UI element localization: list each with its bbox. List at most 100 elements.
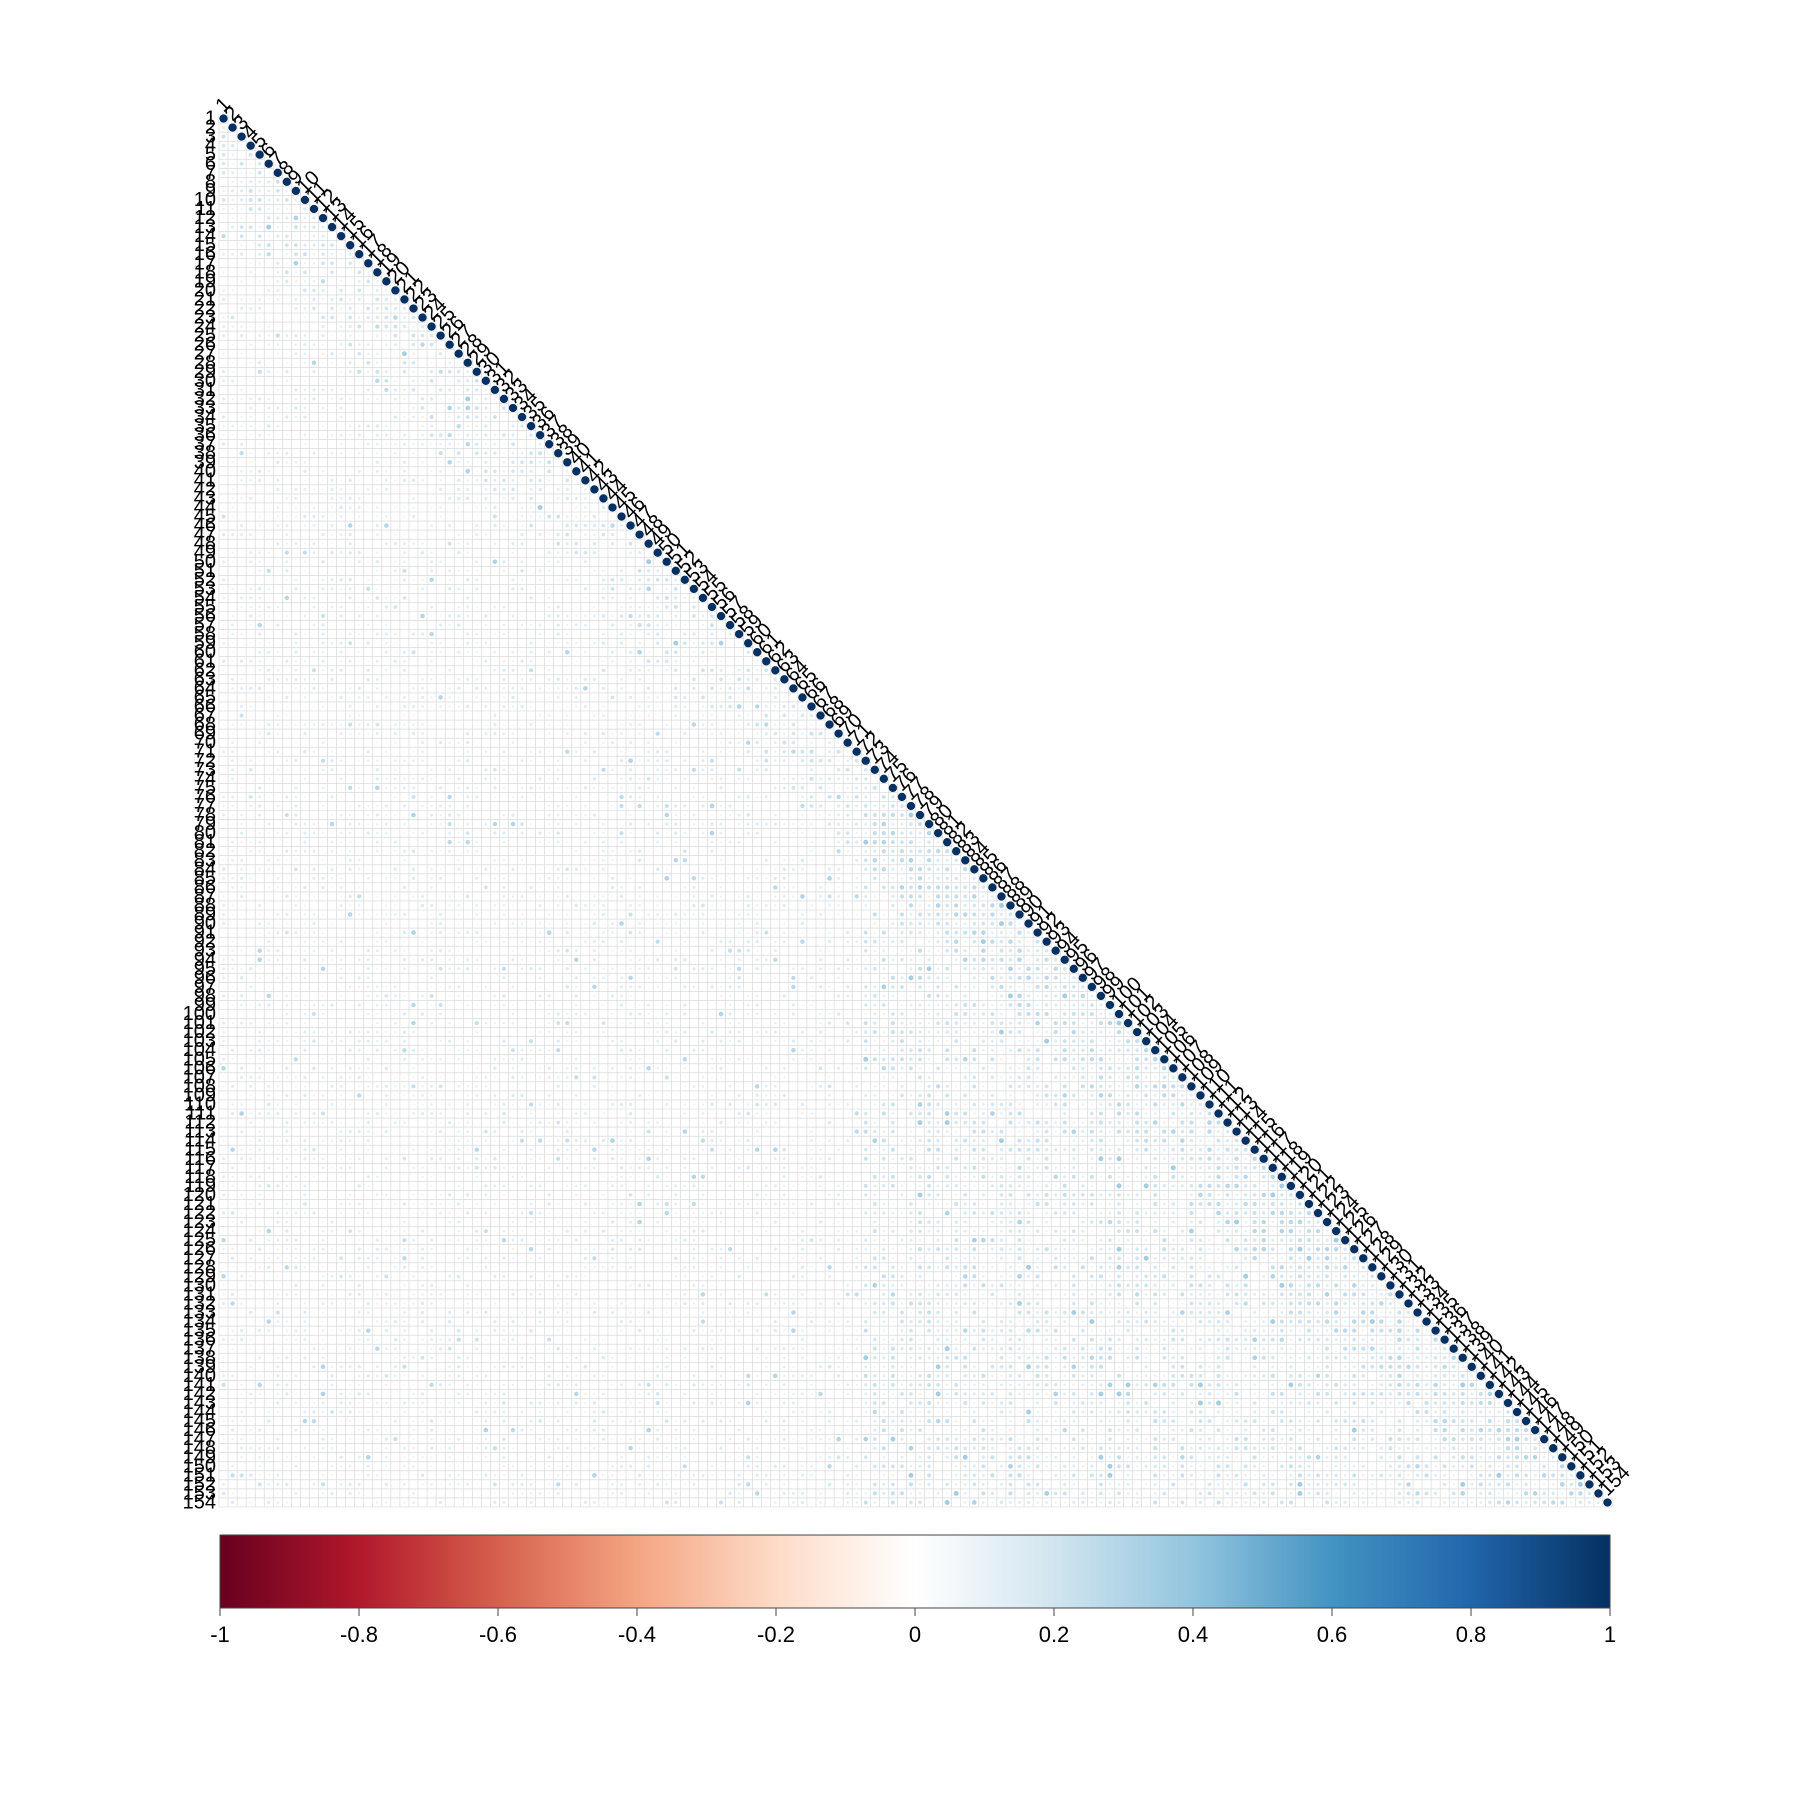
correlation-cell	[792, 877, 795, 880]
correlation-cell	[430, 958, 434, 962]
correlation-cell	[846, 859, 849, 862]
correlation-cell	[629, 786, 632, 789]
correlation-cell	[303, 569, 306, 572]
correlation-cell	[385, 361, 388, 364]
correlation-cell	[692, 786, 696, 790]
correlation-cell	[836, 749, 841, 754]
correlation-cell	[972, 939, 977, 944]
correlation-cell	[449, 868, 451, 870]
correlation-cell	[340, 542, 342, 545]
correlation-cell	[601, 940, 605, 944]
correlation-cell	[376, 877, 379, 880]
correlation-cell	[258, 867, 262, 871]
correlation-cell	[321, 623, 325, 627]
correlation-cell	[222, 352, 225, 355]
correlation-cell	[521, 551, 524, 554]
correlation-cell	[494, 678, 496, 680]
correlation-cell	[403, 868, 406, 871]
correlation-cell	[919, 940, 921, 943]
correlation-cell	[231, 840, 235, 844]
correlation-cell	[240, 777, 243, 780]
correlation-cell	[494, 407, 496, 409]
correlation-cell	[574, 578, 578, 582]
correlation-cell	[439, 940, 442, 943]
correlation-cell	[376, 967, 379, 970]
correlation-cell	[447, 813, 452, 817]
correlation-cell	[230, 189, 235, 193]
correlation-cell	[918, 912, 923, 917]
correlation-cell	[738, 850, 741, 853]
correlation-cell	[240, 207, 243, 211]
correlation-cell	[981, 967, 986, 971]
correlation-cell	[828, 741, 832, 745]
correlation-cell	[773, 695, 777, 700]
correlation-cell	[972, 976, 976, 980]
correlation-cell	[357, 279, 361, 283]
correlation-cell	[457, 823, 460, 825]
correlation-cell	[675, 886, 677, 888]
correlation-cell	[1036, 1030, 1039, 1034]
correlation-cell	[801, 1022, 804, 1024]
correlation-cell	[729, 778, 731, 780]
correlation-cell	[927, 976, 931, 980]
correlation-cell	[493, 1022, 496, 1025]
correlation-cell	[900, 840, 904, 845]
correlation-cell	[547, 714, 551, 717]
correlation-cell	[249, 361, 252, 364]
correlation-cell	[692, 696, 695, 699]
correlation-cell	[484, 867, 488, 871]
correlation-cell	[448, 994, 451, 998]
correlation-cell	[358, 778, 361, 780]
correlation-cell	[466, 379, 470, 383]
correlation-cell	[1027, 1021, 1030, 1025]
correlation-cell	[557, 786, 560, 789]
correlation-cell	[402, 442, 406, 446]
correlation-cell	[258, 524, 261, 527]
correlation-cell	[222, 334, 226, 338]
correlation-cell	[322, 452, 324, 455]
correlation-cell	[321, 578, 325, 582]
correlation-cell	[946, 958, 949, 961]
correlation-cell	[665, 1012, 669, 1016]
correlation-cell	[322, 795, 324, 798]
correlation-cell	[249, 298, 252, 301]
correlation-cell	[239, 659, 244, 663]
correlation-cell	[638, 551, 642, 555]
correlation-cell	[593, 1004, 596, 1006]
correlation-cell	[222, 479, 225, 482]
correlation-cell	[720, 904, 722, 907]
correlation-cell	[322, 551, 324, 554]
correlation-cell	[629, 668, 633, 672]
correlation-cell	[665, 687, 668, 690]
correlation-cell	[447, 405, 452, 411]
correlation-cell	[258, 714, 261, 717]
correlation-cell	[575, 660, 578, 663]
correlation-cell	[439, 751, 442, 753]
correlation-cell	[1017, 930, 1022, 935]
correlation-cell	[918, 930, 922, 935]
correlation-cell	[430, 624, 433, 626]
correlation-cell	[837, 886, 840, 889]
correlation-cell	[574, 903, 578, 908]
correlation-cell	[412, 488, 415, 491]
correlation-cell	[575, 985, 578, 989]
correlation-cell	[429, 342, 434, 347]
correlation-cell	[502, 487, 506, 492]
correlation-cell	[556, 605, 560, 609]
correlation-cell	[719, 750, 723, 753]
correlation-cell	[720, 651, 722, 654]
correlation-cell	[629, 578, 632, 581]
correlation-cell	[339, 433, 343, 437]
correlation-cell	[628, 587, 633, 591]
correlation-cell	[883, 787, 885, 789]
correlation-cell	[747, 696, 750, 699]
correlation-cell	[385, 868, 388, 871]
correlation-cell	[375, 560, 379, 564]
correlation-cell	[476, 778, 478, 780]
correlation-cell	[367, 633, 369, 635]
correlation-cell	[439, 841, 442, 843]
correlation-cell	[1017, 940, 1022, 944]
correlation-cell	[294, 1031, 297, 1034]
correlation-cell	[339, 487, 343, 491]
correlation-cell	[674, 840, 678, 844]
